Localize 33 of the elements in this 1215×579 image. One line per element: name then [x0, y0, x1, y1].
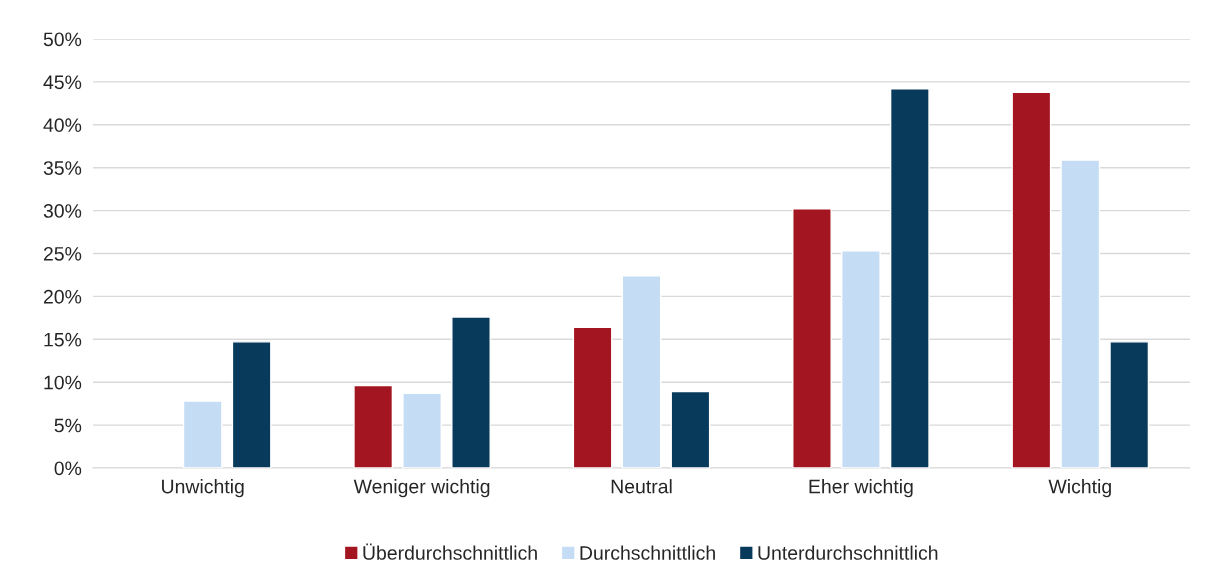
x-tick-label: Neutral	[611, 479, 672, 494]
y-tick-label: 50%	[43, 32, 82, 47]
bar	[792, 208, 832, 468]
bar	[182, 400, 223, 468]
bar	[353, 384, 394, 468]
y-tick-label: 45%	[43, 75, 82, 90]
bar	[572, 326, 613, 468]
y-tick-label: 5%	[54, 418, 82, 433]
y-tick-label: 40%	[43, 118, 82, 133]
x-tick-label: Weniger wichtig	[353, 479, 490, 498]
y-tick-label: 15%	[44, 332, 82, 347]
x-tick-label: Wichtig	[1048, 479, 1111, 498]
legend-label: Überdurchschnittlich	[363, 543, 537, 560]
legend-label: Durchschnittlich	[580, 545, 715, 560]
bar	[889, 88, 930, 468]
x-tick-label: Unwichtig	[162, 479, 244, 498]
y-tick-label: 30%	[43, 204, 82, 218]
y-tick-label: 20%	[43, 289, 82, 304]
bar	[1011, 91, 1052, 468]
bar	[451, 316, 491, 468]
bar	[402, 392, 442, 468]
y-tick-label: 35%	[43, 161, 82, 175]
bar	[621, 275, 662, 468]
bar	[1109, 341, 1150, 468]
bar	[670, 390, 711, 468]
y-tick-label: 10%	[44, 375, 82, 390]
bar	[1060, 159, 1101, 468]
legend-label: Unterdurchschnittlich	[758, 545, 938, 560]
x-tick-label: Eher wichtig	[809, 479, 913, 498]
bar	[231, 341, 272, 468]
y-tick-label: 0%	[54, 461, 82, 476]
y-tick-label: 25%	[43, 246, 82, 261]
bar	[841, 250, 881, 468]
